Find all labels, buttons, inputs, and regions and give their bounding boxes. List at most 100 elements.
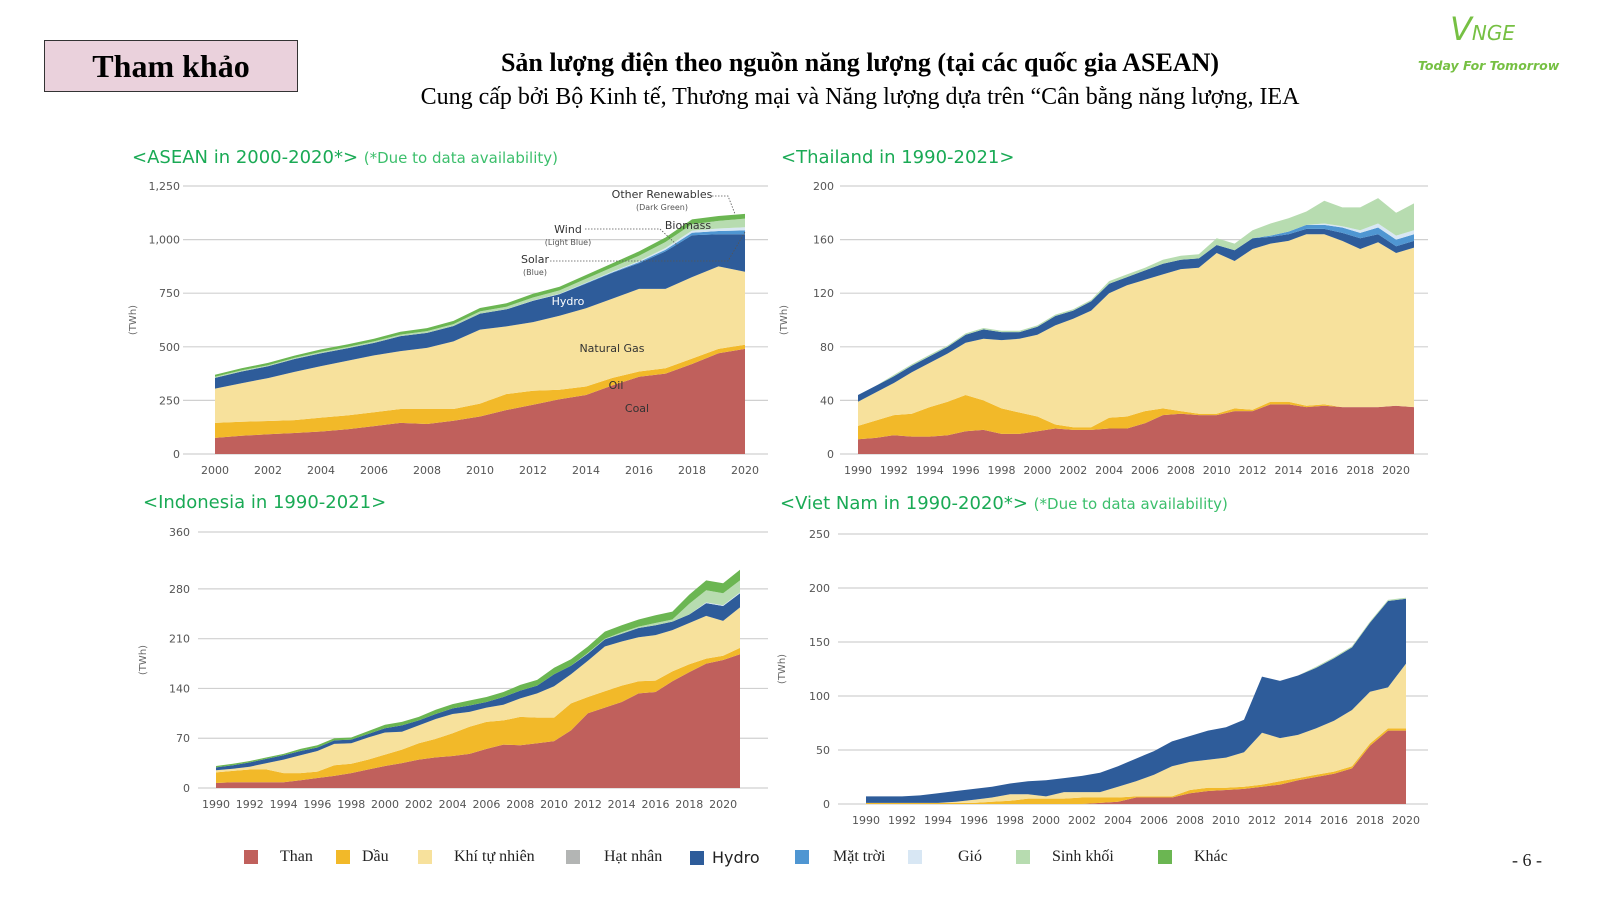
annotation-leader <box>550 231 746 262</box>
x-tick-label: 2008 <box>1176 814 1204 827</box>
chart-note-vietnam: (*Due to data availability) <box>1033 495 1228 513</box>
x-tick-label: 2016 <box>641 798 669 811</box>
annotation-label: Coal <box>625 402 649 415</box>
x-tick-label: 2002 <box>1068 814 1096 827</box>
x-tick-label: 2006 <box>1131 464 1159 477</box>
legend-item-other: Khác <box>1158 848 1228 866</box>
legend-swatch-solar <box>795 850 809 864</box>
legend-label-oil: Dầu <box>362 848 389 865</box>
x-tick-label: 1990 <box>852 814 880 827</box>
logo-mark: VNGE <box>1450 10 1515 48</box>
y-tick-label: 40 <box>820 394 834 407</box>
y-tick-label: 250 <box>159 394 180 407</box>
area-series-gas <box>866 663 1406 803</box>
annotation-leader <box>585 228 679 247</box>
x-tick-label: 2010 <box>1212 814 1240 827</box>
legend-swatch-other <box>1158 850 1172 864</box>
legend-item-biomass: Sinh khối <box>1016 848 1114 866</box>
x-tick-label: 1990 <box>844 464 872 477</box>
y-tick-label: 1,000 <box>149 234 181 247</box>
legend-item-oil: Dầu <box>336 848 389 866</box>
legend-label-coal: Than <box>280 848 313 865</box>
legend: Than Dầu Khí tự nhiên Hạt nhân Hydro Mặt… <box>240 848 1340 872</box>
legend-label-wind: Gió <box>958 848 982 865</box>
y-tick-label: 200 <box>813 180 834 193</box>
x-tick-label: 1998 <box>996 814 1024 827</box>
y-axis-title: (TWh) <box>128 305 139 335</box>
area-series-biomass <box>858 198 1414 395</box>
x-tick-label: 1992 <box>236 798 264 811</box>
y-tick-label: 210 <box>169 633 190 646</box>
annotation-sublabel: (Blue) <box>523 268 547 277</box>
x-tick-label: 2020 <box>1382 464 1410 477</box>
chart-title-indonesia-text: <Indonesia in 1990-2021> <box>143 492 387 513</box>
y-tick-label: 80 <box>820 341 834 354</box>
y-tick-label: 0 <box>183 782 190 795</box>
area-series-oil <box>866 728 1406 804</box>
y-tick-label: 250 <box>809 528 830 541</box>
x-tick-label: 2014 <box>1274 464 1302 477</box>
area-series-coal <box>858 404 1414 454</box>
y-tick-label: 0 <box>173 448 180 461</box>
legend-label-solar: Mặt trời <box>833 848 886 865</box>
x-tick-label: 2010 <box>1203 464 1231 477</box>
legend-label-nuclear: Hạt nhân <box>604 848 663 865</box>
annotation-sublabel: (Light Blue) <box>545 238 591 247</box>
page-subtitle: Cung cấp bởi Bộ Kinh tế, Thương mại và N… <box>420 84 1300 110</box>
x-tick-label: 1996 <box>960 814 988 827</box>
legend-swatch-oil <box>336 850 350 864</box>
x-tick-label: 2006 <box>1140 814 1168 827</box>
legend-label-biomass: Sinh khối <box>1052 848 1114 865</box>
x-tick-label: 2006 <box>360 464 388 477</box>
x-tick-label: 2000 <box>201 464 229 477</box>
x-tick-label: 1990 <box>202 798 230 811</box>
x-tick-label: 2016 <box>1320 814 1348 827</box>
x-tick-label: 2000 <box>1032 814 1060 827</box>
x-tick-label: 2012 <box>1239 464 1267 477</box>
y-tick-label: 360 <box>169 526 190 539</box>
legend-item-nuclear: Hạt nhân <box>566 848 662 866</box>
legend-item-coal: Than <box>244 848 313 866</box>
area-series-gas <box>215 266 745 423</box>
chart-title-asean: <ASEAN in 2000-2020*> (*Due to data avai… <box>132 147 558 168</box>
x-tick-label: 2012 <box>574 798 602 811</box>
x-tick-label: 2004 <box>1104 814 1132 827</box>
page-number: - 6 - <box>1512 850 1542 870</box>
x-tick-label: 2002 <box>1059 464 1087 477</box>
chart-title-thailand: <Thailand in 1990-2021> <box>781 147 1014 168</box>
chart-title-thailand-text: <Thailand in 1990-2021> <box>781 147 1015 168</box>
logo-mark-rest: NGE <box>1471 21 1515 45</box>
area-series-oil <box>858 395 1414 440</box>
x-tick-label: 1992 <box>888 814 916 827</box>
x-tick-label: 2020 <box>731 464 759 477</box>
annotation-label: Hydro <box>552 295 585 308</box>
annotation-label: Solar <box>521 253 550 266</box>
x-tick-label: 2014 <box>572 464 600 477</box>
legend-swatch-wind <box>908 850 922 864</box>
annotation-sublabel: (Dark Green) <box>636 203 688 212</box>
y-tick-label: 0 <box>827 448 834 461</box>
x-tick-label: 1998 <box>987 464 1015 477</box>
x-tick-label: 2016 <box>625 464 653 477</box>
area-series-gas <box>216 607 740 774</box>
x-tick-label: 2002 <box>405 798 433 811</box>
y-tick-label: 160 <box>813 234 834 247</box>
x-tick-label: 1994 <box>270 798 298 811</box>
x-tick-label: 1992 <box>880 464 908 477</box>
x-tick-label: 2008 <box>506 798 534 811</box>
x-tick-label: 2018 <box>678 464 706 477</box>
legend-swatch-nuclear <box>566 850 580 864</box>
x-tick-label: 2010 <box>540 798 568 811</box>
legend-label-gas: Khí tự nhiên <box>454 848 535 865</box>
x-tick-label: 2004 <box>307 464 335 477</box>
x-tick-label: 2018 <box>1346 464 1374 477</box>
annotation-label: Other Renewables <box>612 188 713 201</box>
annotation-label: Natural Gas <box>579 342 644 355</box>
legend-item-wind: Gió <box>908 848 982 866</box>
y-tick-label: 70 <box>176 732 190 745</box>
chart-title-indonesia: <Indonesia in 1990-2021> <box>143 492 386 513</box>
vnge-logo: VNGE Today For Tomorrow <box>1418 4 1559 74</box>
